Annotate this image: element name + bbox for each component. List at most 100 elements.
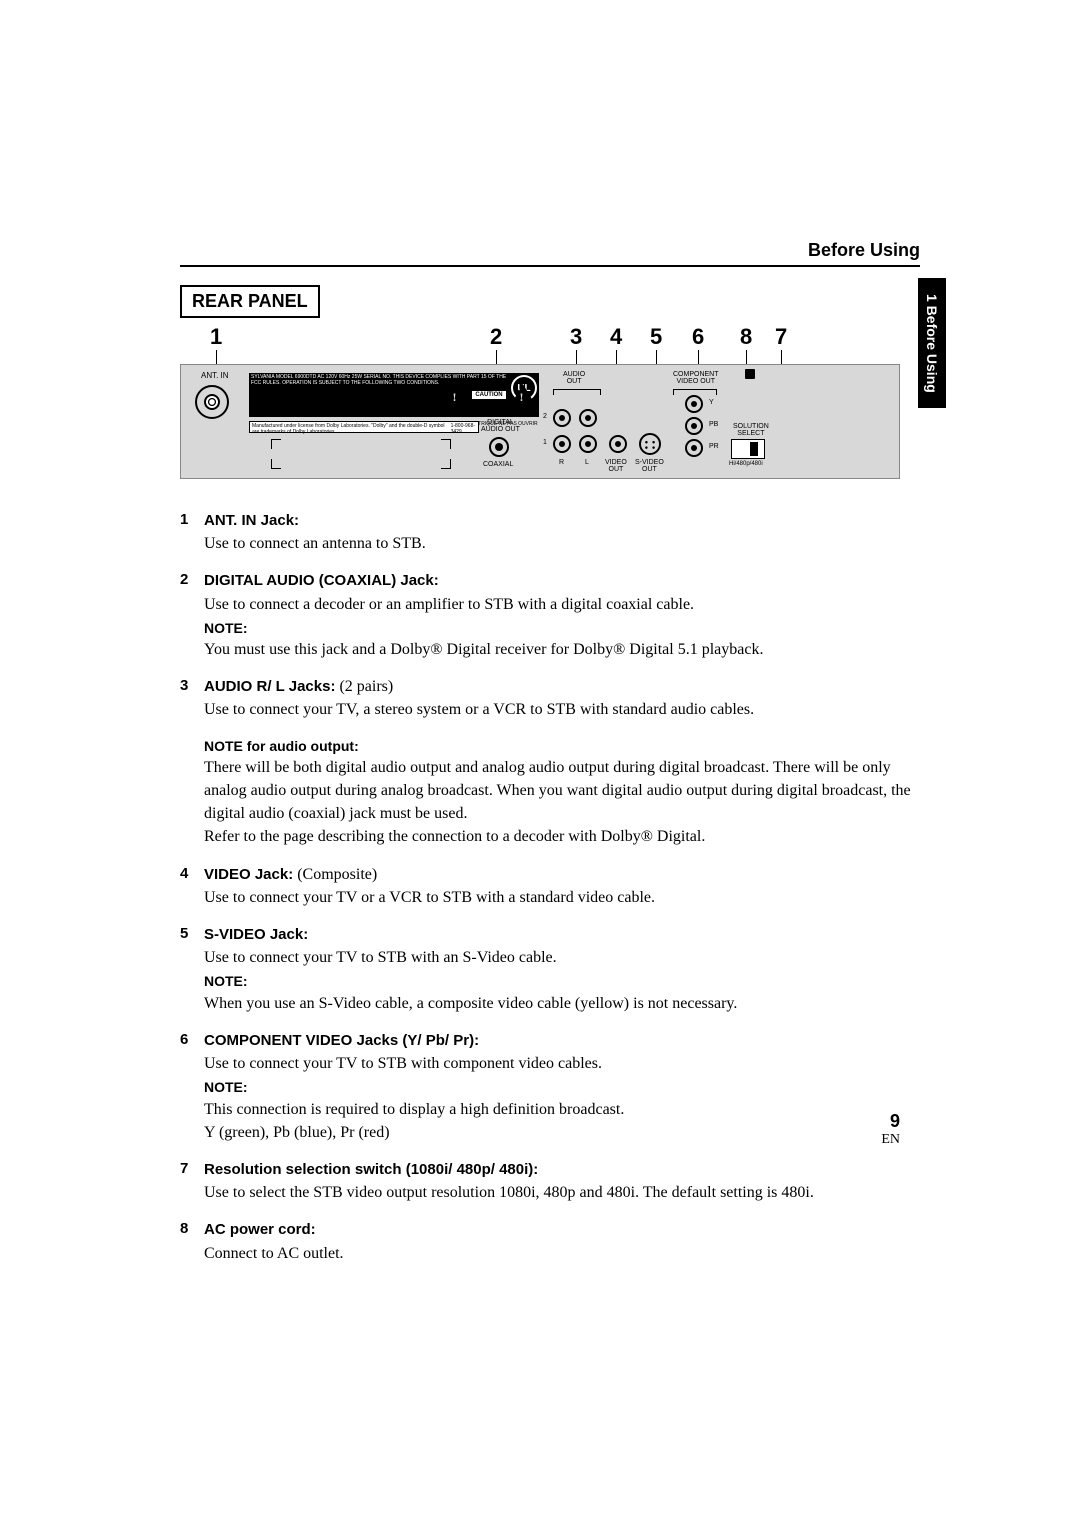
item-desc: Connect to AC outlet. [204,1242,920,1265]
audio-note-text: There will be both digital audio output … [204,756,920,826]
caution-label: CAUTION [471,390,506,400]
item-note-label: NOTE: [204,971,920,991]
page-content: Before Using REAR PANEL 12345687 ANT. IN… [180,240,920,1279]
ac-cord-hole [745,369,755,379]
resolution-label: SOLUTION SELECT [733,423,769,437]
component-label: COMPONENT VIDEO OUT [673,371,719,385]
dolby-strip: Manufactured under license from Dolby La… [249,421,479,433]
item-title: ANT. IN Jack: [204,512,299,529]
audio-out-label: AUDIO OUT [563,371,585,385]
item-number: 2 [180,569,204,661]
item-number: 3 [180,675,204,721]
item-note-text: You must use this jack and a Dolby® Digi… [204,638,920,661]
y-label: Y [709,399,714,406]
video-out-label: VIDEO OUT [605,459,627,473]
callout-number: 8 [740,324,752,350]
item-note-text: When you use an S-Video cable, a composi… [204,992,920,1015]
component-pb-jack [685,417,703,435]
row2-label: 2 [543,413,547,420]
item-title: AC power cord: [204,1221,316,1238]
component-pr-jack [685,439,703,457]
audio-r2-jack [553,409,571,427]
callout-number: 3 [570,324,582,350]
item-note-label: NOTE: [204,1077,920,1097]
list-item: 2DIGITAL AUDIO (COAXIAL) Jack:Use to con… [180,569,920,661]
rear-panel-label: REAR PANEL [180,285,320,318]
item-title-extra: (Composite) [293,866,377,883]
list-item: 4VIDEO Jack: (Composite)Use to connect y… [180,863,920,909]
item-desc: Use to connect your TV to STB with an S-… [204,946,920,969]
item-body: AUDIO R/ L Jacks: (2 pairs) Use to connec… [204,675,920,721]
panel-box: ANT. IN SYLVANIA MODEL 6900DTD AC 120V 6… [180,364,900,479]
item-title: COMPONENT VIDEO Jacks (Y/ Pb/ Pr): [204,1032,479,1049]
svideo-out-label: S-VIDEO OUT [635,459,664,473]
callout-number: 4 [610,324,622,350]
item-desc: Use to connect your TV or a VCR to STB w… [204,886,920,909]
list-item: 6COMPONENT VIDEO Jacks (Y/ Pb/ Pr): Use t… [180,1029,920,1144]
audio-note-label: NOTE for audio output: [204,736,920,756]
warning-triangle-icon [510,384,536,406]
crop-marks [271,439,451,469]
list-item: 7Resolution selection switch (1080i/ 480… [180,1158,920,1204]
list-item: 8AC power cord: Connect to AC outlet. [180,1218,920,1264]
callout-number: 7 [775,324,787,350]
side-tab: 1 Before Using [918,278,946,408]
item-note-text2: Y (green), Pb (blue), Pr (red) [204,1121,920,1144]
resolution-switch [731,439,765,459]
warning-triangle-icon [442,384,468,406]
item-desc: Use to connect your TV to STB with compo… [204,1052,920,1075]
item-note-text: This connection is required to display a… [204,1098,920,1121]
callout-row: 12345687 [180,324,900,364]
item-number: 1 [180,509,204,555]
page-number: 9 [881,1111,900,1132]
item-number: 5 [180,923,204,1015]
audio-l2-jack [579,409,597,427]
item-body: DIGITAL AUDIO (COAXIAL) Jack:Use to conn… [204,569,920,661]
svideo-jack [639,433,661,455]
audio-bracket [553,389,601,395]
audio-note-block: NOTE for audio output: There will be bot… [204,736,920,849]
callout-number: 2 [490,324,502,350]
item-body: Resolution selection switch (1080i/ 480p… [204,1158,920,1204]
pr-label: PR [709,443,719,450]
row1-label: 1 [543,439,547,446]
item-title-extra: (2 pairs) [335,678,393,695]
item-title: AUDIO R/ L Jacks: [204,678,335,695]
item-title: VIDEO Jack: [204,866,293,883]
section-header: Before Using [180,240,920,267]
caution-plate: CAUTION [441,375,537,415]
page-footer: 9 EN [881,1111,900,1148]
item-desc: Use to connect an antenna to STB. [204,532,920,555]
items-list-2: 4VIDEO Jack: (Composite)Use to connect y… [180,863,920,1265]
item-note-label: NOTE: [204,618,920,638]
audio-l1-jack [579,435,597,453]
item-body: AC power cord: Connect to AC outlet. [204,1218,920,1264]
video-out-jack [609,435,627,453]
ant-in-label: ANT. IN [201,371,229,380]
item-body: VIDEO Jack: (Composite) Use to connect yo… [204,863,920,909]
page-lang: EN [881,1132,900,1148]
audio-note-text2: Refer to the page describing the connect… [204,825,920,848]
item-desc: Use to connect a decoder or an amplifier… [204,593,920,616]
item-number: 6 [180,1029,204,1144]
phone-text: 1-800-968-3429 [451,423,476,431]
resolution-values: Hi/480p/480i [729,461,763,467]
coaxial-label: COAXIAL [483,461,513,468]
l-label: L [585,459,589,466]
item-desc: Use to select the STB video output resol… [204,1181,920,1204]
item-body: COMPONENT VIDEO Jacks (Y/ Pb/ Pr): Use to… [204,1029,920,1144]
item-body: S-VIDEO Jack:Use to connect your TV to S… [204,923,920,1015]
pb-label: PB [709,421,718,428]
item-title: Resolution selection switch (1080i/ 480p… [204,1161,538,1178]
list-item: 1ANT. IN Jack: Use to connect an antenna … [180,509,920,555]
callout-number: 1 [210,324,222,350]
callout-number: 6 [692,324,704,350]
list-item: 5S-VIDEO Jack:Use to connect your TV to … [180,923,920,1015]
item-number: 8 [180,1218,204,1264]
item-body: ANT. IN Jack: Use to connect an antenna t… [204,509,920,555]
item-desc: Use to connect your TV, a stereo system … [204,698,920,721]
rear-panel-diagram: 12345687 ANT. IN SYLVANIA MODEL 6900DTD … [180,324,900,479]
ant-in-jack [195,385,229,419]
dolby-text: Manufactured under license from Dolby La… [252,423,451,431]
item-number: 7 [180,1158,204,1204]
